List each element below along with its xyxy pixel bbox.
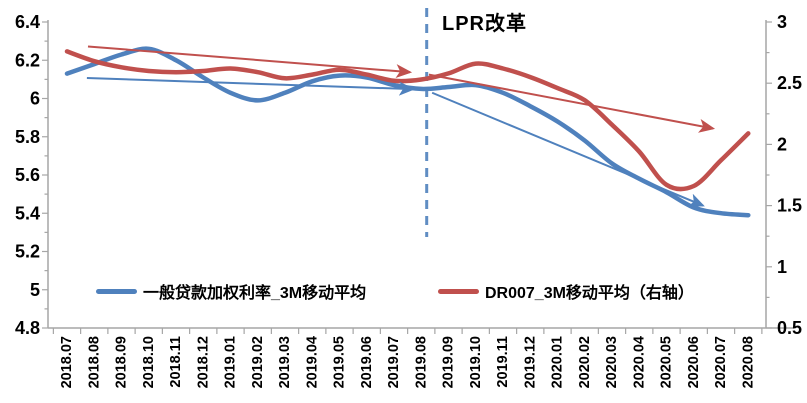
x-axis-tick-label: 2019.11 [495,336,511,388]
right-axis-tick-label: 1.5 [777,196,802,216]
x-axis-tick-label: 2020.08 [740,336,756,388]
right-axis-tick-label: 3 [777,12,787,32]
left-axis-tick-label: 5.8 [15,127,40,147]
left-axis-tick-label: 6 [30,89,40,109]
left-axis-tick-label: 6.4 [15,12,40,32]
right-axis-tick-label: 2.5 [777,73,802,93]
left-axis-tick-label: 4.8 [15,318,40,338]
right-axis-tick-label: 1 [777,257,787,277]
trend-arrow-2 [431,91,705,207]
x-axis-tick-label: 2018.12 [195,336,211,388]
trend-arrow-0 [86,77,416,96]
x-axis-tick-label: 2020.06 [686,336,702,388]
x-axis-tick-label: 2019.07 [386,336,402,388]
trend-arrows [86,45,716,207]
x-axis-tick-label: 2019.09 [441,336,457,388]
x-axis-tick-label: 2018.11 [168,336,184,388]
legend-item-dr007: DR007_3M移动平均（右轴） [438,279,694,303]
left-axis-tick-label: 5.6 [15,165,40,185]
left-axis-tick-label: 5.2 [15,242,40,262]
x-axis-tick-label: 2019.03 [277,336,293,388]
x-axis-tick-label: 2020.03 [604,336,620,388]
x-axis-tick-label: 2020.02 [577,336,593,388]
x-axis-tick-label: 2019.02 [250,336,266,388]
legend-marker-blue-line [96,288,137,294]
right-axis-tick-label: 2 [777,134,787,154]
legend-marker-red-line [438,288,479,294]
x-axis-tick-label: 2019.10 [468,336,484,388]
x-axis-tick-label: 2019.06 [359,336,375,388]
vline-annotation-label: LPR改革 [442,13,527,35]
dr007-line [64,49,751,192]
x-axis-tick-label: 2019.08 [413,336,429,388]
x-axis-tick-label: 2018.08 [86,336,102,388]
x-axis-tick-label: 2018.10 [141,336,157,388]
x-axis-tick-label: 2019.05 [332,336,348,388]
axes [42,20,794,334]
trend-arrow-3 [428,73,716,133]
legend-label-loan-rate: 一般贷款加权利率_3M移动平均 [143,285,367,302]
axis-labels: 6.4 6.2 6 5.8 5.6 5.4 5.2 5 4.8 3 2.5 2 1.5 1 0.5 2018.… [15,12,802,388]
legend-label-dr007: DR007_3M移动平均（右轴） [485,285,694,302]
x-axis-tick-label: 2018.07 [59,336,75,388]
x-axis-tick-label: 2018.09 [114,336,130,388]
legend-item-loan-rate: 一般贷款加权利率_3M移动平均 [96,279,366,303]
left-axis-tick-label: 5 [30,280,40,300]
x-axis-tick-label: 2019.04 [304,336,320,388]
series-lines [64,46,751,218]
trend-arrow-1 [87,45,413,79]
x-axis-tick-label: 2019.12 [522,336,538,388]
x-axis-tick-label: 2019.01 [223,336,239,388]
x-axis-tick-label: 2020.07 [713,336,729,388]
x-axis-tick-label: 2020.01 [550,336,566,388]
left-axis-tick-label: 5.4 [15,203,40,223]
left-axis-tick-label: 6.2 [15,50,40,70]
right-axis-tick-label: 0.5 [777,318,802,338]
x-axis-tick-label: 2020.05 [659,336,675,388]
x-axis-tick-label: 2020.04 [631,336,647,388]
